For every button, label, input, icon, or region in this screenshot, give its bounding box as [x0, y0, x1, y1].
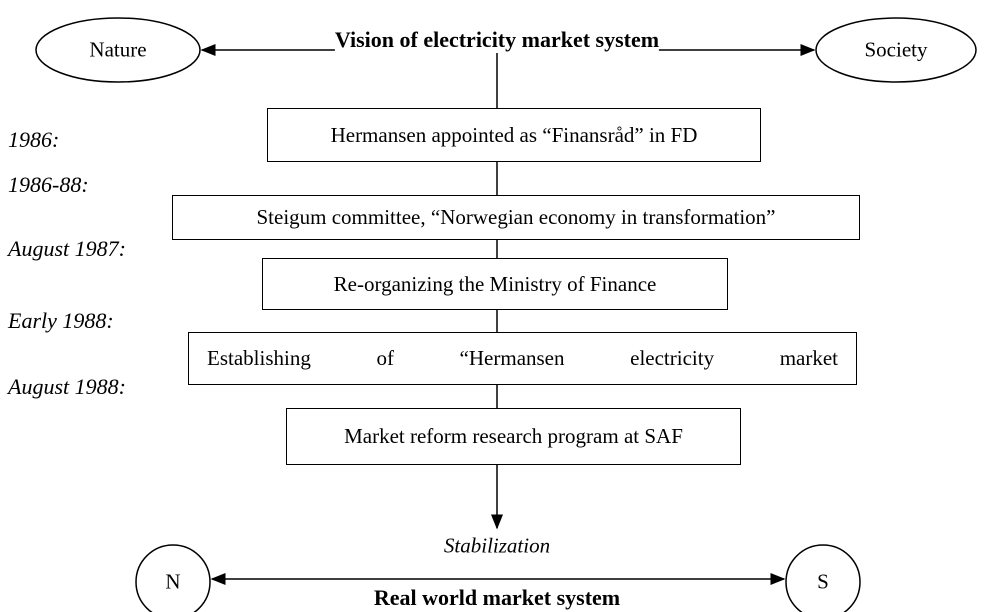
step-box: Re-organizing the Ministry of Finance	[262, 258, 728, 310]
nature-ellipse	[35, 17, 201, 83]
step-box: Establishing of “Hermansen electricity m…	[188, 332, 857, 385]
step-box: Hermansen appointed as “Finansråd” in FD	[267, 108, 761, 162]
date: 1986-88:	[8, 172, 89, 197]
date: August 1988:	[8, 374, 126, 399]
step-text: Establishing of “Hermansen electricity m…	[207, 346, 838, 370]
date: 1986:	[8, 127, 60, 152]
node-label: Nature	[89, 37, 147, 62]
node-label: Society	[864, 37, 928, 62]
date: August 1987:	[8, 236, 126, 261]
step-box: Market reform research program at SAF	[286, 408, 741, 465]
n-circle	[135, 544, 211, 612]
s-circle	[785, 544, 861, 612]
society-ellipse	[815, 17, 977, 83]
node-label: S	[817, 569, 829, 594]
date: Early 1988:	[8, 308, 114, 333]
title: Vision of electricity market system	[334, 27, 660, 53]
outcome: Stabilization	[443, 533, 551, 558]
node-label: N	[165, 569, 181, 594]
bottom-title: Real world market system	[373, 585, 621, 610]
step-box: Steigum committee, “Norwegian economy in…	[172, 195, 860, 240]
